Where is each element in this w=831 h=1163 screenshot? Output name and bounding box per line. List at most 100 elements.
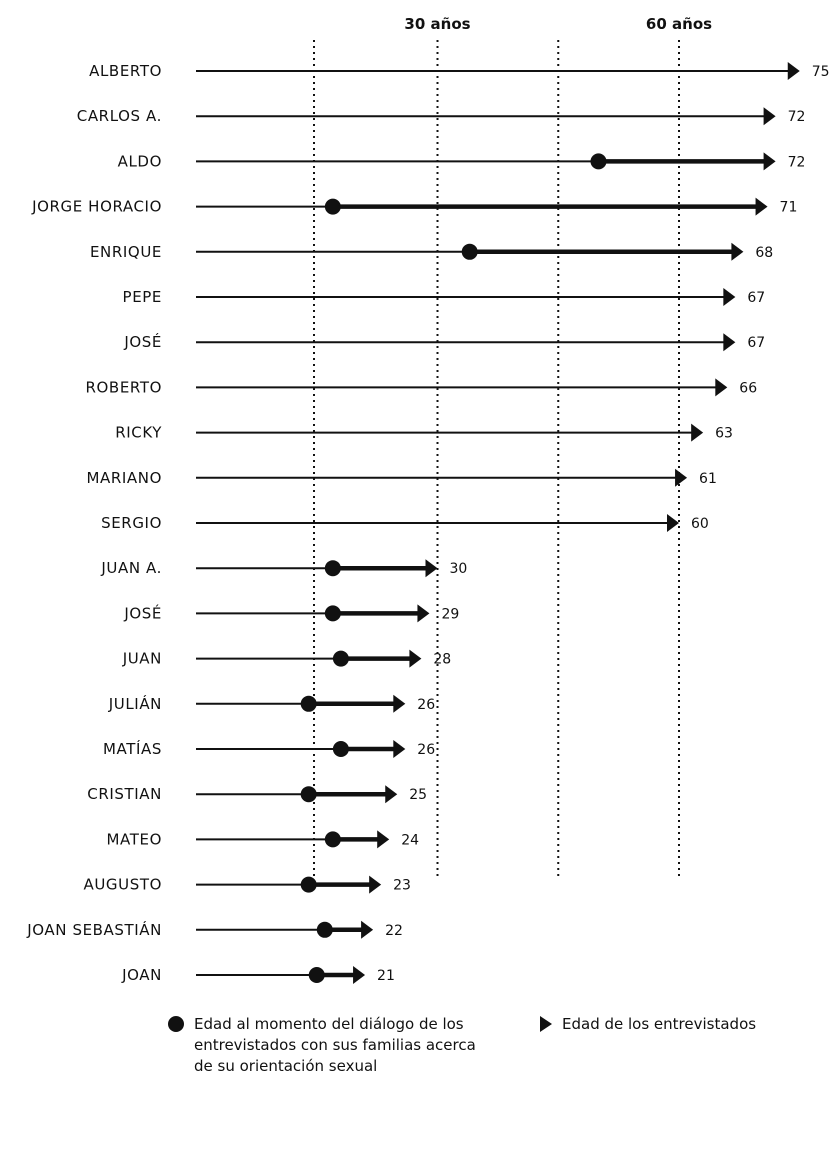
row-label: MARIANO bbox=[86, 469, 162, 487]
row-label: JOAN SEBASTIÁN bbox=[26, 920, 162, 939]
age-value-label: 61 bbox=[699, 471, 717, 487]
age-arrow bbox=[353, 966, 366, 984]
row-label: ALBERTO bbox=[89, 62, 162, 80]
chart-row: MATEO 24 bbox=[107, 830, 419, 849]
row-label: ALDO bbox=[118, 152, 162, 170]
chart-row: MARIANO 61 bbox=[86, 468, 717, 487]
chart-row: JOAN 21 bbox=[121, 966, 395, 984]
age-value-label: 26 bbox=[417, 742, 435, 758]
age-arrow bbox=[723, 333, 736, 352]
age-value-label: 25 bbox=[409, 787, 427, 803]
age-value-label: 66 bbox=[739, 380, 757, 396]
age-value-label: 75 bbox=[812, 64, 830, 80]
row-label: SERGIO bbox=[101, 514, 162, 532]
chart-row: JOSÉ 29 bbox=[123, 603, 459, 623]
age-arrow bbox=[393, 740, 406, 758]
age-value-label: 29 bbox=[441, 606, 459, 622]
chart-row: JORGE HORACIO 71 bbox=[31, 197, 798, 216]
age-value-label: 71 bbox=[780, 200, 798, 216]
chart-rows: ALBERTO 75 CARLOS A. 72 ALDO 72 JORGE HORACIO 7… bbox=[26, 62, 830, 984]
age-arrow bbox=[675, 468, 688, 487]
disclosure-dot bbox=[300, 695, 317, 712]
age-arrow bbox=[393, 694, 406, 713]
legend-dot-label: Edad al momento del diálogo de los entre… bbox=[194, 1015, 476, 1075]
age-value-label: 22 bbox=[385, 923, 403, 939]
row-label: ENRIQUE bbox=[90, 243, 162, 261]
disclosure-dot bbox=[461, 243, 478, 260]
disclosure-dot bbox=[590, 153, 607, 170]
header-ticks: 30 años 60 años bbox=[404, 15, 712, 33]
row-label: MATÍAS bbox=[103, 739, 162, 758]
row-label: JOSÉ bbox=[123, 332, 162, 351]
age-arrow bbox=[425, 559, 438, 578]
chart-row: CRISTIAN 25 bbox=[87, 785, 427, 804]
legend-triangle-icon bbox=[540, 1016, 552, 1032]
row-label: CARLOS A. bbox=[77, 107, 162, 125]
legend-dot-icon bbox=[168, 1016, 184, 1032]
gridlines bbox=[313, 40, 680, 880]
age-arrow bbox=[763, 107, 776, 126]
legend-triangle-label: Edad de los entrevistados bbox=[562, 1015, 757, 1033]
row-label: RICKY bbox=[115, 424, 162, 442]
row-label: JOAN bbox=[121, 966, 162, 984]
age-value-label: 67 bbox=[747, 335, 765, 351]
disclosure-dot bbox=[316, 921, 333, 938]
row-label: JUAN A. bbox=[100, 559, 162, 577]
header-tick-label: 60 años bbox=[646, 15, 712, 33]
row-label: JULIÁN bbox=[108, 694, 162, 713]
disclosure-dot bbox=[324, 198, 341, 215]
chart-row: JOSÉ 67 bbox=[123, 332, 765, 352]
disclosure-dot bbox=[324, 605, 341, 622]
age-value-label: 26 bbox=[417, 697, 435, 713]
chart-row: ALDO 72 bbox=[118, 152, 806, 171]
age-arrow bbox=[787, 62, 800, 80]
age-arrow bbox=[361, 920, 374, 939]
age-value-label: 67 bbox=[747, 290, 765, 306]
chart-row: JOAN SEBASTIÁN 22 bbox=[26, 920, 403, 939]
chart-row: MATÍAS 26 bbox=[103, 739, 435, 758]
chart-row: PEPE 67 bbox=[123, 288, 765, 306]
row-label: MATEO bbox=[107, 830, 163, 848]
disclosure-dot bbox=[332, 650, 349, 667]
chart-row: SERGIO 60 bbox=[101, 514, 709, 532]
row-label: PEPE bbox=[123, 288, 162, 306]
age-value-label: 30 bbox=[450, 561, 468, 577]
row-label: JOSÉ bbox=[123, 603, 162, 622]
chart-row: JUAN 28 bbox=[122, 649, 451, 668]
age-arrow bbox=[417, 604, 430, 623]
disclosure-dot bbox=[300, 786, 317, 803]
age-arrow bbox=[763, 152, 776, 171]
age-value-label: 68 bbox=[755, 245, 773, 261]
header-tick-label: 30 años bbox=[404, 15, 470, 33]
chart-row: AUGUSTO 23 bbox=[83, 875, 411, 894]
age-arrow bbox=[369, 875, 382, 894]
chart-row: ROBERTO 66 bbox=[86, 378, 757, 397]
range-chart: 30 años 60 años ALBERTO 75 CARLOS A. 72 ALDO 7… bbox=[26, 15, 830, 984]
age-value-label: 24 bbox=[401, 832, 419, 848]
disclosure-dot bbox=[324, 560, 341, 577]
row-label: ROBERTO bbox=[86, 378, 163, 396]
chart-row: JUAN A. 30 bbox=[100, 559, 468, 578]
row-label: CRISTIAN bbox=[87, 785, 162, 803]
age-value-label: 63 bbox=[715, 426, 733, 442]
row-label: JORGE HORACIO bbox=[31, 198, 162, 216]
age-arrow bbox=[691, 423, 704, 442]
age-value-label: 23 bbox=[393, 878, 411, 894]
age-arrow bbox=[385, 785, 398, 804]
age-value-label: 21 bbox=[377, 968, 395, 984]
age-arrow bbox=[715, 378, 728, 397]
disclosure-dot bbox=[308, 967, 325, 983]
age-value-label: 72 bbox=[788, 109, 806, 125]
age-arrow bbox=[723, 288, 736, 306]
age-value-label: 60 bbox=[691, 516, 709, 532]
age-value-label: 72 bbox=[788, 154, 806, 170]
chart-row: ALBERTO 75 bbox=[89, 62, 830, 80]
row-label: AUGUSTO bbox=[83, 876, 162, 894]
age-value-label: 28 bbox=[433, 652, 451, 668]
age-arrow bbox=[667, 514, 679, 532]
age-arrow bbox=[755, 197, 768, 216]
row-label: JUAN bbox=[122, 650, 162, 668]
disclosure-dot bbox=[332, 741, 349, 757]
chart-row: RICKY 63 bbox=[115, 423, 733, 442]
chart-row: CARLOS A. 72 bbox=[77, 107, 806, 126]
